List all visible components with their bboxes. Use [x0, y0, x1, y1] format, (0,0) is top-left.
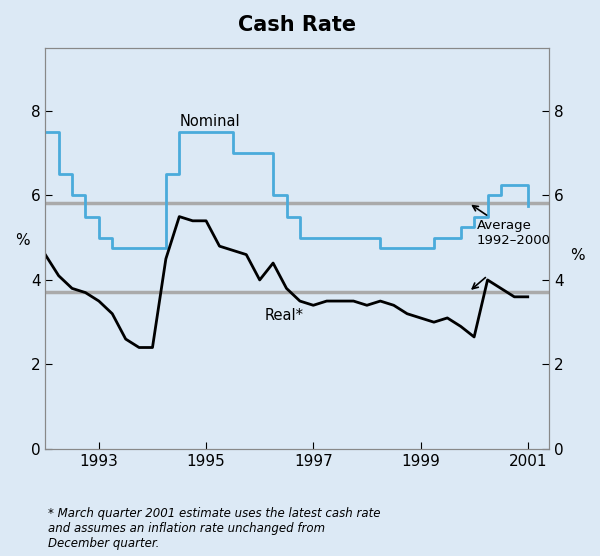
Y-axis label: %: % [15, 234, 29, 249]
Text: Real*: Real* [265, 308, 304, 323]
Text: Nominal: Nominal [179, 114, 240, 129]
Title: Cash Rate: Cash Rate [238, 15, 356, 35]
Y-axis label: %: % [571, 249, 585, 263]
Text: Average
1992–2000: Average 1992–2000 [473, 206, 551, 247]
Text: * March quarter 2001 estimate uses the latest cash rate
and assumes an inflation: * March quarter 2001 estimate uses the l… [48, 508, 380, 550]
